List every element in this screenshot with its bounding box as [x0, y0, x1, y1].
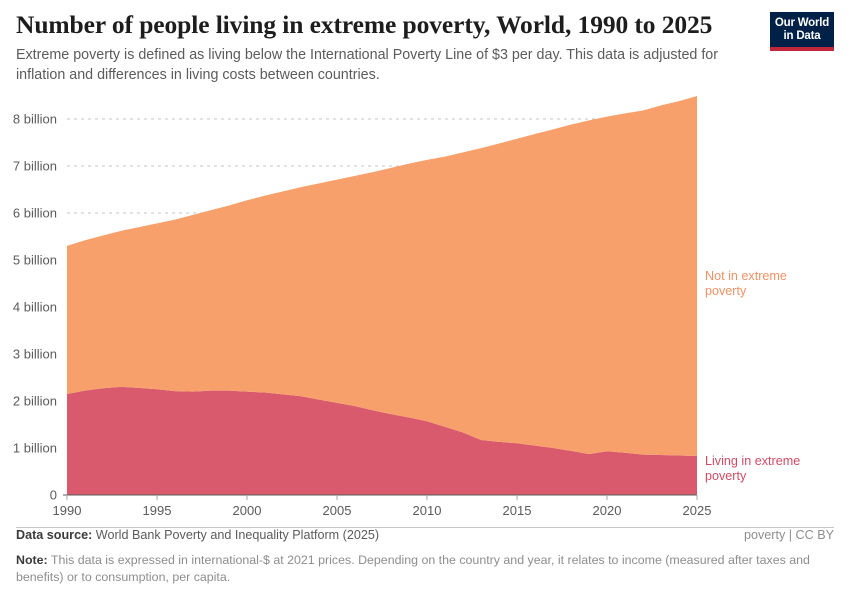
- x-tick-label: 2020: [593, 503, 622, 518]
- footer-source-row: Data source: World Bank Poverty and Ineq…: [16, 528, 834, 547]
- owid-logo-line2: in Data: [783, 30, 821, 42]
- series-label-not-in-extreme-poverty[interactable]: poverty: [705, 284, 747, 298]
- y-tick-label: 6 billion: [13, 206, 57, 221]
- x-tick-label: 1990: [53, 503, 82, 518]
- chart-footer: Data source: World Bank Poverty and Ineq…: [16, 528, 834, 584]
- x-tick-label: 1995: [143, 503, 172, 518]
- x-tick-label: 2015: [503, 503, 532, 518]
- license-text[interactable]: poverty | CC BY: [743, 528, 834, 542]
- y-tick-label: 5 billion: [13, 253, 57, 268]
- x-tick-label: 2005: [323, 503, 352, 518]
- y-axis-tick-labels: 0 1 billion 2 billion 3 billion 4 billion 5 b…: [13, 112, 57, 503]
- y-tick-label: 1 billion: [13, 441, 57, 456]
- data-source-label: Data source:: [16, 528, 93, 542]
- x-tick-label: 2000: [233, 503, 262, 518]
- data-source-text: World Bank Poverty and Inequality Platfo…: [95, 528, 380, 542]
- series-label-living-in-extreme-poverty[interactable]: Living in extreme: [705, 454, 800, 468]
- note-label: Note:: [16, 553, 48, 567]
- series-label-not-in-extreme-poverty[interactable]: Not in extreme: [705, 269, 787, 283]
- owid-logo[interactable]: Our World in Data: [770, 12, 834, 51]
- x-tick-label: 2025: [683, 503, 712, 518]
- chart-plot-container[interactable]: 0 1 billion 2 billion 3 billion 4 billion 5 b…: [0, 95, 850, 525]
- note-text: This data is expressed in international-…: [16, 553, 810, 584]
- stacked-area-chart[interactable]: 0 1 billion 2 billion 3 billion 4 billion 5 b…: [0, 95, 850, 525]
- y-tick-label: 3 billion: [13, 347, 57, 362]
- data-source-line: Data source: World Bank Poverty and Ineq…: [16, 528, 379, 542]
- series-label-living-in-extreme-poverty[interactable]: poverty: [705, 469, 747, 483]
- footer-note-line: Note: This data is expressed in internat…: [16, 552, 826, 585]
- y-tick-label: 7 billion: [13, 159, 57, 174]
- x-axis-tick-labels: 1990 1995 2000 2005 2010 2015 2020 2025: [53, 503, 712, 518]
- footer-divider: [16, 527, 834, 528]
- chart-header: Number of people living in extreme pover…: [16, 10, 834, 85]
- y-tick-label: 2 billion: [13, 394, 57, 409]
- area-series-not-in-extreme-poverty: [67, 95, 697, 456]
- chart-axis-lines: [63, 494, 698, 500]
- chart-subtitle: Extreme poverty is defined as living bel…: [16, 47, 718, 83]
- y-tick-label: 0: [50, 488, 57, 503]
- page-title: Number of people living in extreme pover…: [16, 10, 713, 39]
- x-tick-label: 2010: [413, 503, 442, 518]
- chart-area-series: [67, 95, 697, 495]
- area-series-living-in-extreme-poverty: [67, 386, 697, 495]
- y-tick-label: 8 billion: [13, 112, 57, 127]
- y-tick-label: 4 billion: [13, 300, 57, 315]
- owid-logo-line1: Our World: [774, 17, 830, 29]
